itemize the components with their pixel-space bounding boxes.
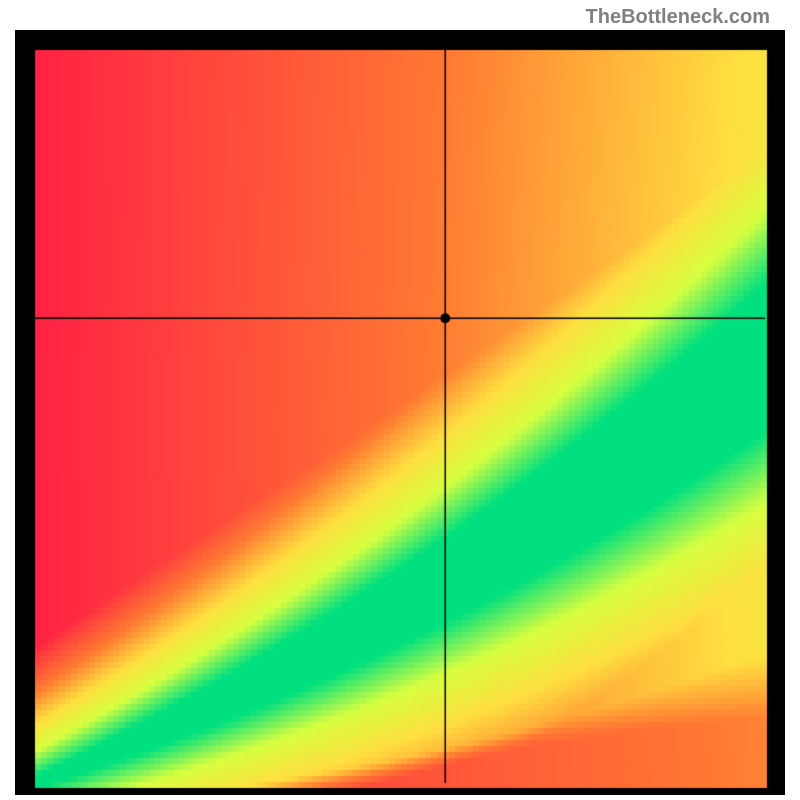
chart-container: TheBottleneck.com: [0, 0, 800, 800]
chart-frame: [15, 30, 785, 795]
watermark-text: TheBottleneck.com: [586, 6, 770, 29]
heatmap-canvas: [15, 30, 785, 795]
